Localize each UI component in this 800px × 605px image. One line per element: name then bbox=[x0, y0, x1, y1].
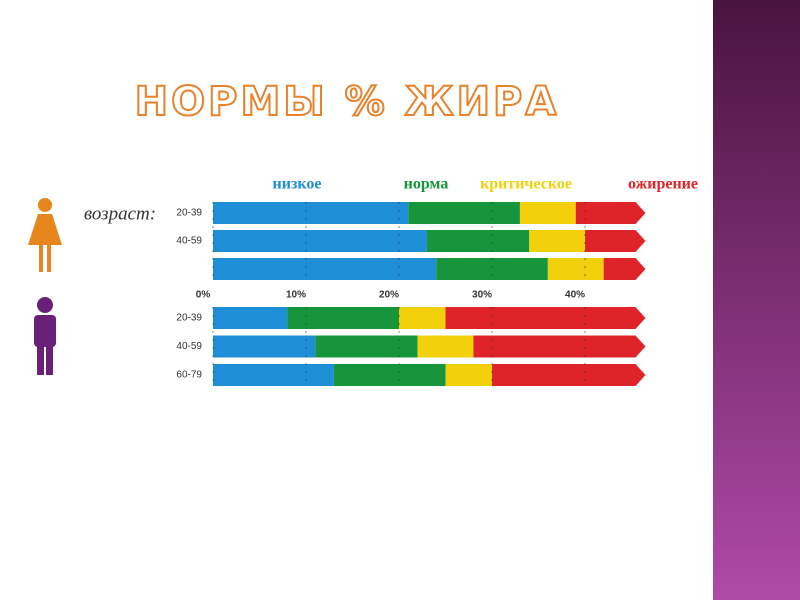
bar-segment bbox=[547, 258, 604, 280]
y-tick-label: 40-59 bbox=[176, 236, 202, 247]
bar-segment bbox=[585, 230, 646, 252]
y-tick-label: 60-79 bbox=[176, 370, 202, 381]
bar-segment bbox=[287, 307, 400, 329]
bar-segment bbox=[399, 307, 446, 329]
x-tick-label: 20% bbox=[379, 290, 399, 301]
bar-segment bbox=[213, 364, 334, 386]
bar-segment bbox=[333, 364, 446, 386]
y-tick-label: 20-39 bbox=[176, 208, 202, 219]
bar-segment bbox=[426, 230, 530, 252]
legend-label: критическое bbox=[480, 176, 572, 193]
x-tick-label: 10% bbox=[286, 290, 306, 301]
bar-segment bbox=[213, 307, 288, 329]
bar-segment bbox=[315, 335, 418, 358]
y-tick-label: 20-39 bbox=[176, 313, 202, 324]
age-label: возраст: bbox=[84, 203, 156, 224]
x-tick-label: 0% bbox=[196, 290, 211, 301]
bar-segment bbox=[519, 202, 576, 224]
bar-segment bbox=[213, 335, 316, 358]
bar-segment bbox=[473, 335, 646, 358]
bar-segment bbox=[213, 230, 427, 252]
x-tick-label: 30% bbox=[472, 290, 492, 301]
bar-segment bbox=[408, 202, 520, 224]
y-tick-label: 40-59 bbox=[176, 341, 202, 352]
woman-icon bbox=[28, 198, 62, 272]
bar-segment bbox=[575, 202, 646, 224]
bar-segment bbox=[445, 364, 493, 386]
x-tick-label: 40% bbox=[565, 290, 585, 301]
side-strip bbox=[713, 0, 800, 600]
legend-label: низкое bbox=[273, 176, 322, 193]
bar-segment bbox=[445, 307, 646, 329]
bar-segment bbox=[529, 230, 586, 252]
bar-segment bbox=[492, 364, 646, 386]
chart-title: НОРМЫ % ЖИРА bbox=[135, 79, 560, 125]
bar-segment bbox=[436, 258, 548, 280]
bar-segment bbox=[213, 202, 409, 224]
legend-label: ожирение bbox=[628, 176, 698, 193]
bar-segment bbox=[213, 258, 437, 280]
legend-label: норма bbox=[404, 176, 449, 193]
bar-segment bbox=[603, 258, 646, 280]
bar-segment bbox=[417, 335, 474, 358]
man-icon bbox=[34, 297, 56, 375]
